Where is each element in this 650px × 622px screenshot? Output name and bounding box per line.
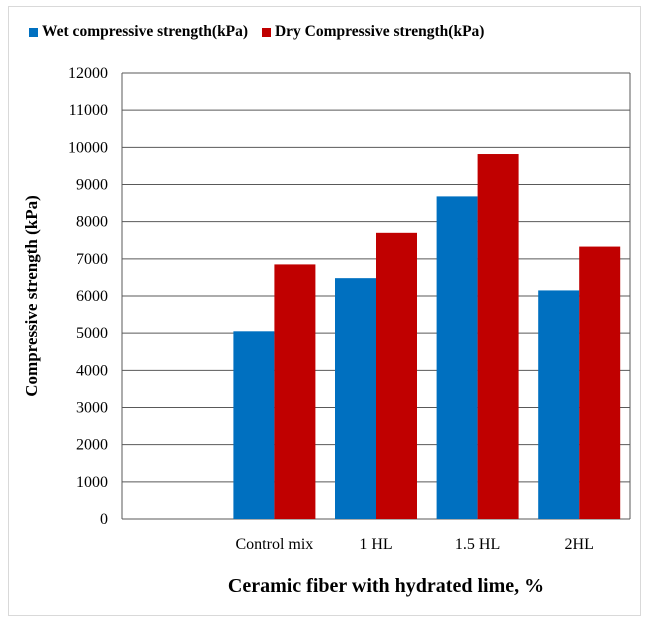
y-tick-label: 5000 bbox=[76, 325, 108, 342]
y-axis-title: Compressive strength (kPa) bbox=[22, 195, 41, 396]
y-tick-label: 12000 bbox=[68, 65, 108, 82]
y-tick-label: 7000 bbox=[76, 251, 108, 268]
bar-wet bbox=[335, 278, 376, 519]
y-tick-label: 6000 bbox=[76, 288, 108, 305]
legend-item-dry: Dry Compressive strength(kPa) bbox=[261, 23, 485, 41]
x-tick-label: 1 HL bbox=[359, 536, 392, 553]
legend-swatch-wet bbox=[29, 27, 38, 37]
y-tick-label: 1000 bbox=[76, 474, 108, 491]
bar-dry bbox=[477, 154, 519, 520]
y-tick-label: 9000 bbox=[76, 177, 108, 194]
y-tick-label: 2000 bbox=[76, 437, 108, 454]
x-axis-title: Ceramic fiber with hydrated lime, % bbox=[228, 575, 544, 597]
bar-dry bbox=[579, 246, 621, 519]
legend-item-wet: Wet compressive strength(kPa) bbox=[29, 23, 248, 41]
bar-wet bbox=[233, 331, 275, 519]
bar-dry bbox=[274, 264, 316, 519]
y-tick-label: 3000 bbox=[76, 400, 108, 417]
y-tick-label: 4000 bbox=[76, 362, 108, 379]
chart-frame: Wet compressive strength(kPa) Dry Compre… bbox=[8, 6, 641, 616]
y-tick-label: 8000 bbox=[76, 214, 108, 231]
legend-label-wet: Wet compressive strength(kPa) bbox=[42, 23, 249, 40]
x-tick-label: 2HL bbox=[565, 536, 594, 553]
chart-legend: Wet compressive strength(kPa) Dry Compre… bbox=[29, 23, 494, 42]
bar-wet bbox=[538, 290, 580, 519]
x-tick-label: Control mix bbox=[236, 536, 314, 553]
bar-wet bbox=[436, 196, 478, 520]
x-tick-label: 1.5 HL bbox=[455, 536, 500, 553]
y-tick-label: 10000 bbox=[68, 139, 108, 156]
y-tick-label: 0 bbox=[100, 511, 108, 528]
legend-swatch-dry bbox=[261, 27, 271, 37]
bar-chart: 0 1000 2000 3000 4000 5000 6000 7000 8000 9000 100… bbox=[22, 65, 631, 597]
bar-dry bbox=[376, 232, 417, 520]
legend-label-dry: Dry Compressive strength(kPa) bbox=[274, 23, 485, 40]
y-tick-label: 11000 bbox=[69, 102, 108, 119]
